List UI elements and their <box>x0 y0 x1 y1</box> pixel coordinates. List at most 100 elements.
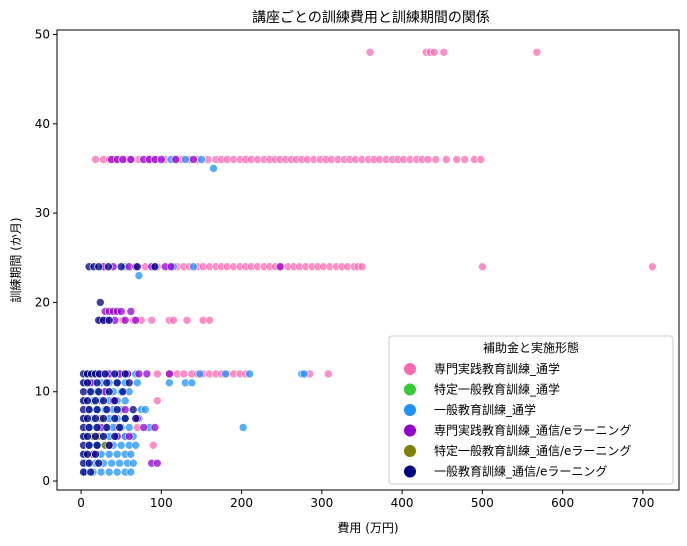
data-point <box>131 440 140 450</box>
data-point <box>133 378 142 388</box>
data-point <box>181 155 190 164</box>
x-tick-label: 700 <box>631 496 654 510</box>
legend-label: 特定一般教育訓練_通信/eラーニング <box>434 443 631 458</box>
data-point <box>79 467 88 477</box>
y-tick-label: 50 <box>35 27 50 41</box>
data-point <box>139 423 148 432</box>
data-point <box>150 262 160 272</box>
data-point <box>120 414 130 423</box>
data-point <box>104 387 114 397</box>
x-tick-label: 0 <box>77 496 85 510</box>
data-point <box>102 405 112 414</box>
data-point <box>150 423 160 432</box>
series-5 <box>79 262 160 477</box>
data-point <box>452 155 462 164</box>
x-tick-label: 400 <box>391 496 414 510</box>
x-tick-label: 300 <box>310 496 333 510</box>
data-point <box>169 315 178 325</box>
legend-title: 補助金と実施形態 <box>483 340 579 355</box>
data-point <box>126 307 136 316</box>
data-point <box>157 155 166 164</box>
data-point <box>133 262 142 272</box>
data-point <box>323 369 333 379</box>
data-point <box>84 423 94 432</box>
data-point <box>131 315 140 325</box>
x-tick-label: 600 <box>551 496 574 510</box>
data-point <box>460 155 470 164</box>
data-point <box>100 369 110 379</box>
data-point <box>104 262 113 272</box>
data-point <box>126 155 136 164</box>
data-point <box>299 369 309 379</box>
data-point <box>120 396 130 406</box>
plot-frame <box>56 29 680 491</box>
legend-marker <box>404 465 416 478</box>
data-point <box>221 369 230 379</box>
legend-marker <box>404 424 416 437</box>
data-point <box>92 423 102 432</box>
legend-label: 特定一般教育訓練_通学 <box>434 382 560 397</box>
data-point <box>96 467 106 477</box>
data-point <box>92 440 102 450</box>
data-point <box>99 396 108 406</box>
data-point <box>112 449 122 459</box>
data-point <box>83 396 92 406</box>
data-point <box>92 405 102 414</box>
data-point <box>142 369 152 379</box>
data-point <box>153 458 162 468</box>
data-point <box>110 432 120 441</box>
data-point <box>86 467 95 477</box>
data-point <box>91 432 100 441</box>
data-point <box>365 47 375 57</box>
data-point <box>83 432 92 441</box>
y-tick-label: 0 <box>42 474 50 488</box>
data-point <box>91 396 100 406</box>
data-point <box>128 458 138 468</box>
data-point <box>441 155 451 164</box>
data-point <box>84 440 94 450</box>
data-point <box>91 155 100 164</box>
data-point <box>120 315 130 325</box>
data-point <box>423 155 433 164</box>
data-point <box>116 440 126 450</box>
y-tick-label: 40 <box>35 117 50 131</box>
data-point <box>126 449 136 459</box>
data-point <box>179 369 189 379</box>
data-point <box>107 458 116 468</box>
data-point <box>187 378 197 388</box>
data-point <box>189 262 198 272</box>
data-point <box>104 467 114 477</box>
data-point <box>91 414 100 423</box>
data-point <box>439 47 449 57</box>
data-point <box>116 262 126 272</box>
data-point <box>429 47 439 57</box>
data-point <box>197 155 206 164</box>
data-point <box>116 307 126 316</box>
data-point <box>166 262 176 272</box>
data-point <box>112 378 122 388</box>
data-point <box>195 369 205 379</box>
data-point <box>209 164 218 173</box>
legend-marker <box>404 445 416 457</box>
data-point <box>238 423 248 432</box>
data-point <box>84 405 94 414</box>
data-point <box>112 467 122 477</box>
data-point <box>83 449 92 459</box>
data-point <box>478 262 487 272</box>
data-point <box>96 298 105 307</box>
x-tick-label: 100 <box>150 496 173 510</box>
x-axis-label: 費用 (万円) <box>337 520 398 535</box>
legend-label: 一般教育訓練_通信/eラーニング <box>434 464 607 479</box>
data-point <box>83 414 92 423</box>
legend-label: 専門実践教育訓練_通学 <box>434 361 560 376</box>
legend: 補助金と実施形態 専門実践教育訓練_通学特定一般教育訓練_通学一般教育訓練_通学… <box>388 335 674 485</box>
data-point <box>648 262 657 272</box>
data-point <box>102 423 112 432</box>
data-point <box>112 405 122 414</box>
data-point <box>147 315 156 325</box>
data-point <box>189 155 198 164</box>
data-point <box>118 387 128 397</box>
data-point <box>91 449 100 459</box>
data-point <box>532 47 542 57</box>
